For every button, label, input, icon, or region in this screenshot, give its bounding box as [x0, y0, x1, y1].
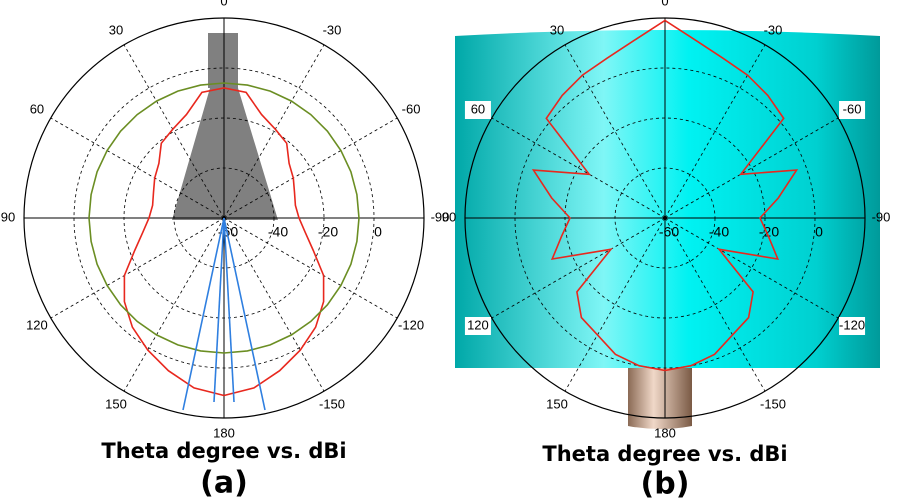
theta-tick-label: 0	[220, 0, 227, 8]
theta-tick-label: -150	[319, 396, 345, 411]
theta-tick-label: -90	[872, 209, 891, 224]
caption: Theta degree vs. dBi	[542, 442, 787, 466]
theta-tick-label: -60	[402, 101, 421, 116]
theta-tick-label: -30	[323, 22, 342, 37]
theta-tick-label: 90	[442, 209, 456, 224]
beam-line	[214, 218, 224, 402]
panel-label: (b)	[641, 467, 690, 501]
theta-tick-label: -120	[839, 317, 865, 332]
theta-tick-label: 30	[550, 22, 564, 37]
beam-line	[224, 218, 234, 402]
connector	[628, 368, 692, 429]
theta-tick-label: 120	[467, 317, 489, 332]
beam-line	[224, 218, 265, 410]
r-tick-label: -20	[318, 224, 338, 240]
theta-tick-label: 180	[654, 425, 676, 440]
theta-tick-label: 150	[105, 396, 127, 411]
beam-shape	[172, 33, 278, 220]
spoke	[124, 218, 224, 391]
theta-tick-label: -150	[760, 396, 786, 411]
theta-tick-label: 30	[109, 22, 123, 37]
theta-tick-label: 90	[1, 209, 15, 224]
theta-tick-label: 120	[26, 317, 48, 332]
theta-tick-label: 60	[30, 101, 44, 116]
r-tick-label: 0	[815, 224, 823, 240]
caption: Theta degree vs. dBi	[101, 439, 346, 463]
figure: -60 -40 -20 0 0 30 60 90 120 150 180 -150 -120 -90 -60…	[0, 0, 898, 501]
panel-label: (a)	[200, 466, 248, 501]
beam-line	[183, 218, 224, 410]
theta-tick-label: 60	[471, 101, 485, 116]
r-tick-label: -60	[659, 224, 679, 240]
spoke	[224, 218, 397, 318]
r-tick-label: 0	[374, 224, 382, 240]
spoke	[51, 218, 224, 318]
theta-tick-label: -30	[764, 22, 783, 37]
theta-tick-label: 0	[661, 0, 668, 8]
r-tick-label: -40	[268, 224, 288, 240]
theta-tick-label: -60	[843, 101, 862, 116]
r-tick-label: -40	[709, 224, 729, 240]
theta-tick-label: -120	[398, 317, 424, 332]
theta-tick-label: 150	[546, 396, 568, 411]
